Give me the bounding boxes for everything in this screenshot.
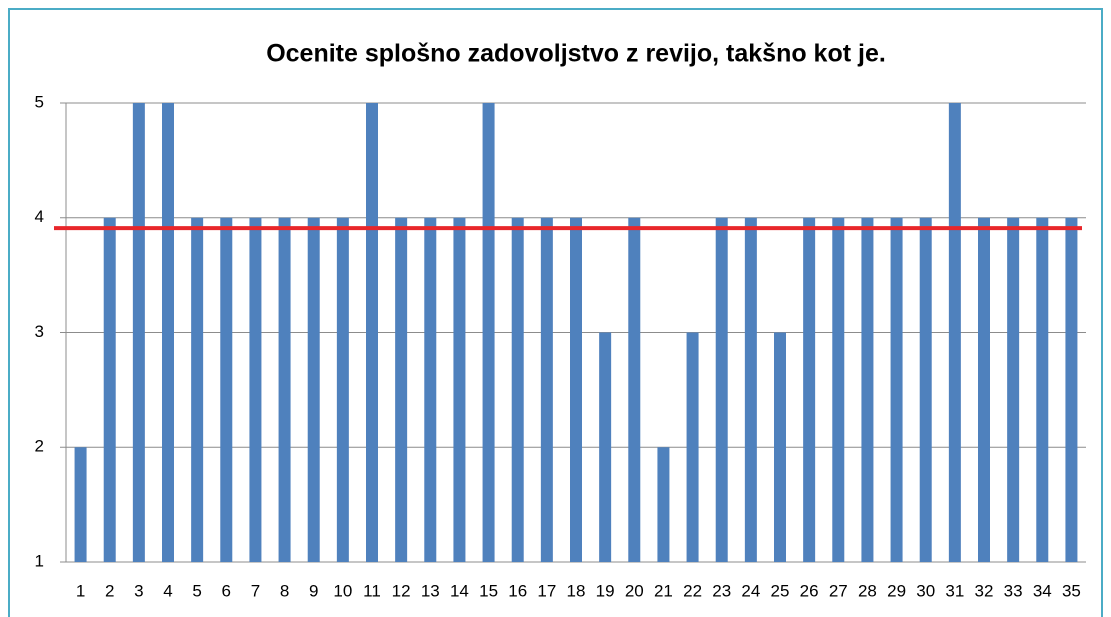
x-tick-label: 24 bbox=[741, 581, 760, 600]
bar bbox=[453, 217, 466, 562]
bar bbox=[307, 217, 320, 562]
bar bbox=[103, 217, 116, 562]
y-tick-label: 3 bbox=[35, 322, 44, 341]
x-tick-label: 26 bbox=[800, 581, 819, 600]
bar bbox=[978, 217, 990, 562]
bar bbox=[774, 332, 786, 562]
x-tick-label: 31 bbox=[945, 581, 964, 600]
x-tick-label: 22 bbox=[683, 581, 702, 600]
chart-title: Ocenite splošno zadovoljstvo z revijo, t… bbox=[266, 40, 886, 68]
x-tick-label: 29 bbox=[887, 581, 906, 600]
x-tick-label: 7 bbox=[251, 581, 260, 600]
y-tick-label: 4 bbox=[35, 207, 44, 226]
bar bbox=[278, 217, 291, 562]
bar bbox=[1007, 217, 1020, 562]
x-tick-label: 13 bbox=[421, 581, 440, 600]
x-tick-label: 32 bbox=[975, 581, 994, 600]
y-tick-label: 1 bbox=[35, 551, 44, 570]
bar bbox=[657, 447, 670, 562]
x-tick-label: 16 bbox=[508, 581, 527, 600]
bar bbox=[540, 217, 553, 562]
bar bbox=[424, 217, 437, 562]
bar bbox=[628, 217, 641, 562]
bar bbox=[1036, 217, 1049, 562]
x-tick-label: 20 bbox=[625, 581, 644, 600]
bar bbox=[890, 217, 903, 562]
bar bbox=[599, 332, 612, 562]
x-tick-label: 25 bbox=[771, 581, 790, 600]
bar bbox=[570, 217, 582, 562]
bar bbox=[1065, 217, 1078, 562]
bar bbox=[803, 217, 816, 562]
bar bbox=[511, 217, 524, 562]
x-tick-label: 28 bbox=[858, 581, 877, 600]
bar bbox=[861, 217, 874, 562]
bar bbox=[948, 103, 961, 562]
x-tick-label: 21 bbox=[654, 581, 673, 600]
bar bbox=[191, 217, 204, 562]
bar bbox=[366, 103, 378, 562]
x-tick-label: 1 bbox=[76, 581, 85, 600]
bar bbox=[395, 217, 408, 562]
x-tick-label: 18 bbox=[567, 581, 586, 600]
bar bbox=[686, 332, 699, 562]
x-tick-label: 9 bbox=[309, 581, 318, 600]
x-tick-label: 17 bbox=[537, 581, 556, 600]
y-tick-label: 5 bbox=[35, 92, 44, 111]
x-tick-label: 33 bbox=[1004, 581, 1023, 600]
x-tick-label: 12 bbox=[392, 581, 411, 600]
bar bbox=[832, 217, 845, 562]
x-tick-label: 34 bbox=[1033, 581, 1052, 600]
bar bbox=[336, 217, 349, 562]
x-tick-label: 11 bbox=[363, 581, 381, 600]
bar bbox=[220, 217, 233, 562]
x-tick-label: 15 bbox=[479, 581, 498, 600]
x-tick-label: 23 bbox=[712, 581, 731, 600]
x-tick-label: 35 bbox=[1062, 581, 1081, 600]
y-tick-label: 2 bbox=[35, 437, 44, 456]
x-tick-label: 10 bbox=[333, 581, 352, 600]
bar bbox=[162, 103, 174, 562]
bar bbox=[715, 217, 728, 562]
x-tick-label: 8 bbox=[280, 581, 289, 600]
x-tick-label: 30 bbox=[916, 581, 935, 600]
bar bbox=[74, 447, 87, 562]
x-tick-label: 6 bbox=[222, 581, 231, 600]
bar bbox=[919, 217, 932, 562]
x-tick-label: 4 bbox=[163, 581, 172, 600]
x-tick-label: 5 bbox=[192, 581, 201, 600]
bar bbox=[482, 103, 495, 562]
x-tick-label: 2 bbox=[105, 581, 114, 600]
bar bbox=[744, 217, 757, 562]
x-tick-label: 3 bbox=[134, 581, 143, 600]
x-tick-label: 27 bbox=[829, 581, 848, 600]
bar bbox=[132, 103, 145, 562]
x-tick-label: 14 bbox=[450, 581, 469, 600]
x-tick-label: 19 bbox=[596, 581, 615, 600]
bar bbox=[249, 217, 262, 562]
